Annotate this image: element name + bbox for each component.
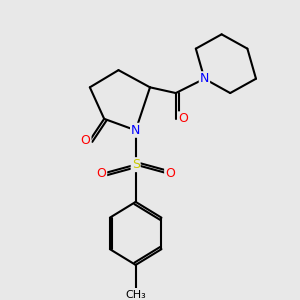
Text: O: O [178,112,188,125]
Text: CH₃: CH₃ [125,290,146,300]
Text: O: O [96,167,106,180]
Text: S: S [132,158,140,171]
Text: N: N [131,124,140,137]
Text: N: N [200,72,209,85]
Text: O: O [165,167,175,180]
Text: O: O [81,134,91,147]
